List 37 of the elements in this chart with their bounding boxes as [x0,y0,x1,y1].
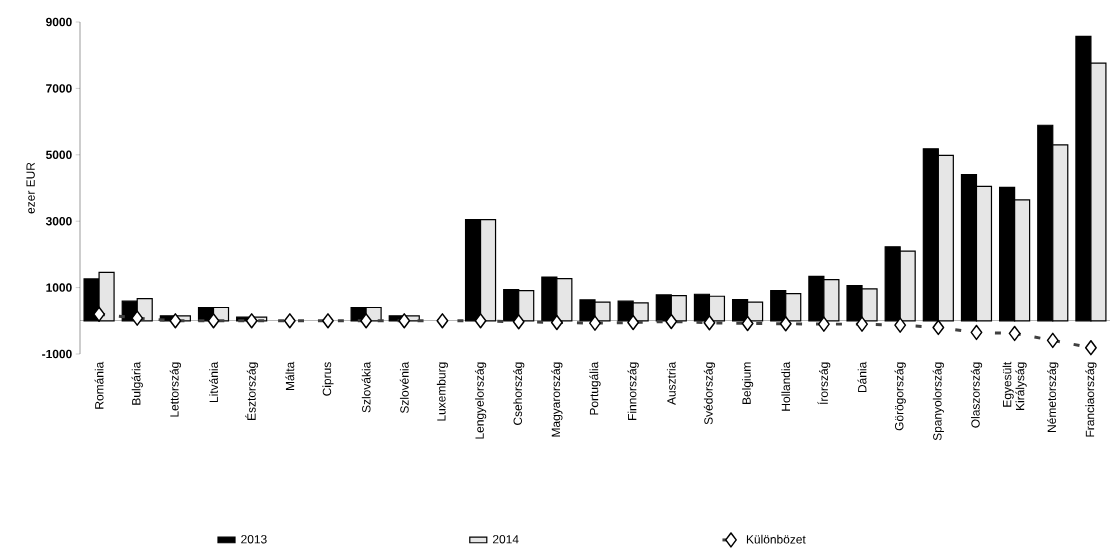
x-tick-label: Svédország [703,362,716,425]
legend-label: 2014 [492,535,519,544]
x-tick-label: Franciaország [1085,362,1097,437]
y-tick-label: 9000 [46,17,72,27]
x-tick-label: Magyarország [551,362,563,437]
x-tick-label: Ciprus [322,362,334,396]
x-tick-label: Finnország [627,362,639,420]
x-tick-label: Románia [94,361,104,409]
legend-label: 2013 [241,535,267,544]
x-tick-label: Hollandia [781,361,791,411]
x-tick-label: Litvánia [209,361,218,402]
y-tick-label: 5000 [46,150,72,160]
y-tick-label: -1000 [42,349,72,359]
x-tick-label: Bulgária [131,361,143,405]
x-tick-label: Belgium [742,362,754,404]
x-tick-label: Málta [285,361,295,391]
x-tick-label: Ausztria [666,361,676,405]
x-tick-label: Görögország [894,362,906,431]
x-tick-label: Portugália [589,361,601,415]
x-tick-label: Spanyolország [932,362,944,441]
legend-label: Különbözet [746,534,806,544]
x-tick-label: Dánia [857,361,867,393]
x-tick-label: Luxemburg [436,362,448,421]
x-tick-label: Szlovákia [361,361,371,413]
y-tick-label: 7000 [46,84,72,93]
y-tick-label: 3000 [45,216,72,226]
x-tick-label: Lengyelország [474,362,487,439]
y-tick-label: 1000 [46,283,72,292]
x-tick-label: Egyesült Királyság [1002,361,1027,410]
y-axis-title: ezer EUR [26,162,35,214]
x-tick-label: Olaszország [970,362,983,428]
x-tick-label: Észtország [245,362,259,420]
x-tick-label: Csehország [513,362,525,425]
x-tick-label: Németország [1047,362,1059,432]
x-tick-label: Írország [817,362,831,405]
x-tick-label: Lettország [169,362,182,417]
x-tick-label: Szlovénia [399,361,409,414]
